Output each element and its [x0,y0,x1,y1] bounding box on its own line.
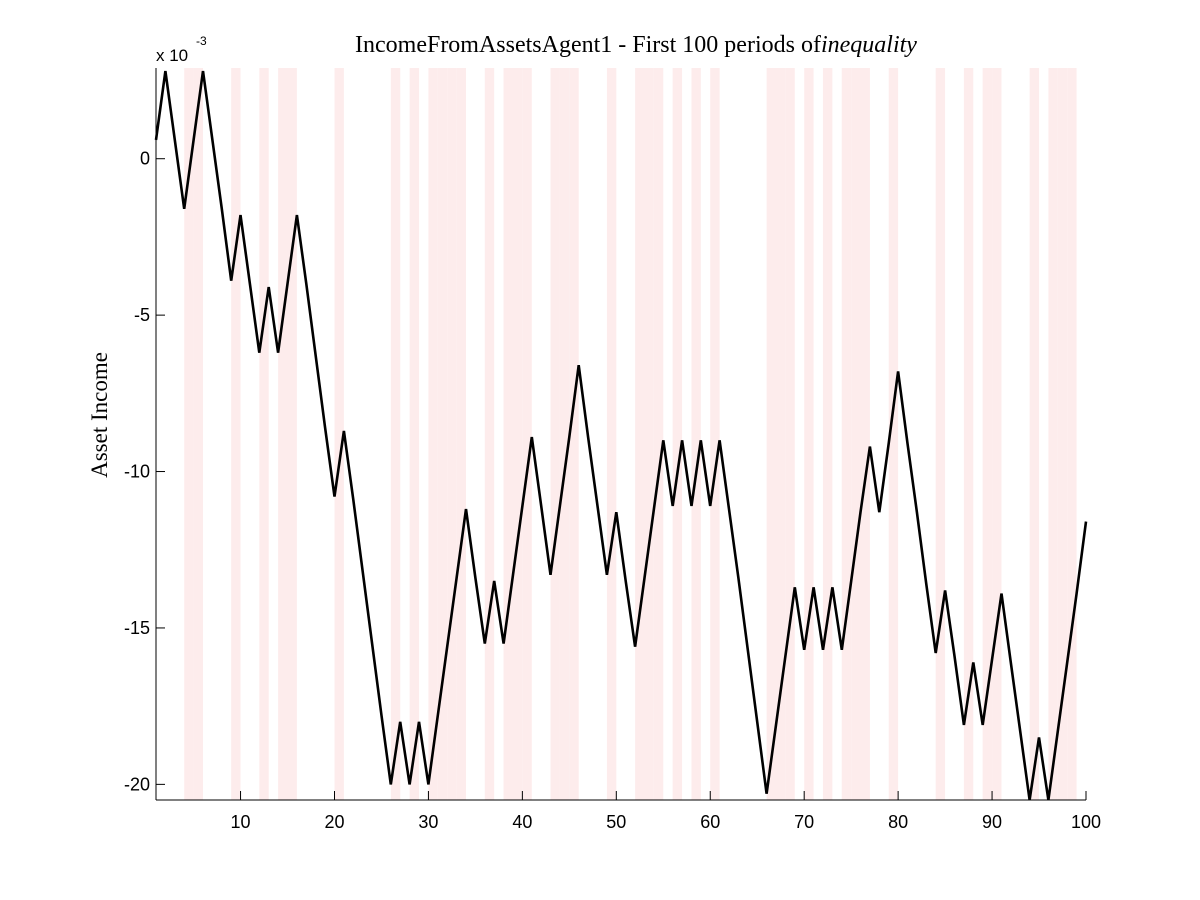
shaded-band-36 [484,68,495,800]
axis-ticks [156,158,1087,800]
shaded-band-44 [559,68,570,800]
shaded-band-45 [569,68,579,800]
shaded-band-56 [672,68,683,800]
chart-title-italic: inequality [821,32,917,58]
shaded-band-70 [804,68,814,800]
axes [155,68,1086,801]
shaded-bands [184,68,1077,800]
x-tick-label-80: 80 [888,812,908,832]
series-line [154,70,1088,801]
x-tick-label-70: 70 [794,812,814,832]
shaded-band-15 [287,68,297,800]
shaded-band-76 [860,68,870,800]
shaded-band-75 [851,68,861,800]
y-multiplier: x 10 [156,46,188,65]
y-tick-label--15: -15 [124,618,150,638]
shaded-band-52 [635,68,645,800]
shaded-band-72 [822,68,833,800]
shaded-band-90 [992,68,1002,800]
chart-title-main: IncomeFromAssetsAgent1 - First 100 perio… [355,32,821,58]
shaded-band-26 [390,68,401,800]
shaded-band-12 [259,68,269,800]
tick-labels: 10 20 30 40 50 60 70 80 90 100 0 -5 -10 -15 -20 [124,149,1101,832]
x-tick-label-50: 50 [606,812,626,832]
shaded-band-53 [644,68,654,800]
shaded-band-66 [766,68,776,800]
y-tick-label-0: 0 [140,149,150,169]
shaded-band-4 [184,68,194,800]
shaded-band-49 [606,68,617,800]
shaded-band-79 [888,68,899,800]
shaded-band-30 [428,68,438,800]
shaded-band-28 [409,68,420,800]
shaded-band-54 [653,68,664,800]
x-tick-label-20: 20 [324,812,344,832]
shaded-band-68 [785,68,795,800]
x-tick-label-60: 60 [700,812,720,832]
shaded-band-67 [776,68,786,800]
shaded-band-43 [550,68,560,800]
shaded-band-33 [456,68,466,800]
y-tick-label--10: -10 [124,462,150,482]
shaded-band-32 [447,68,457,800]
shaded-band-84 [935,68,946,800]
x-tick-label-100: 100 [1071,812,1101,832]
shaded-band-5 [193,68,203,800]
shaded-band-94 [1029,68,1040,800]
shaded-band-89 [982,68,993,800]
shaded-band-31 [437,68,448,800]
shaded-band-9 [231,68,241,800]
shaded-band-14 [278,68,288,800]
shaded-band-39 [512,68,523,800]
shaded-band-97 [1057,68,1068,800]
x-tick-label-10: 10 [231,812,251,832]
shaded-band-96 [1048,68,1058,800]
shaded-band-60 [710,68,720,800]
x-tick-label-40: 40 [512,812,532,832]
chart-title: IncomeFromAssetsAgent1 - First 100 perio… [355,32,917,58]
y-axis-label: Asset Income [87,352,112,478]
x-tick-label-30: 30 [418,812,438,832]
x-tick-label-90: 90 [982,812,1002,832]
shaded-band-74 [841,68,852,800]
shaded-band-58 [691,68,701,800]
y-tick-label--5: -5 [134,305,150,325]
shaded-band-40 [522,68,532,800]
shaded-band-20 [334,68,344,800]
y-multiplier-exponent: -3 [196,34,207,48]
shaded-band-98 [1067,68,1077,800]
shaded-band-87 [963,68,974,800]
y-tick-label--20: -20 [124,774,150,794]
shaded-band-38 [503,68,513,800]
